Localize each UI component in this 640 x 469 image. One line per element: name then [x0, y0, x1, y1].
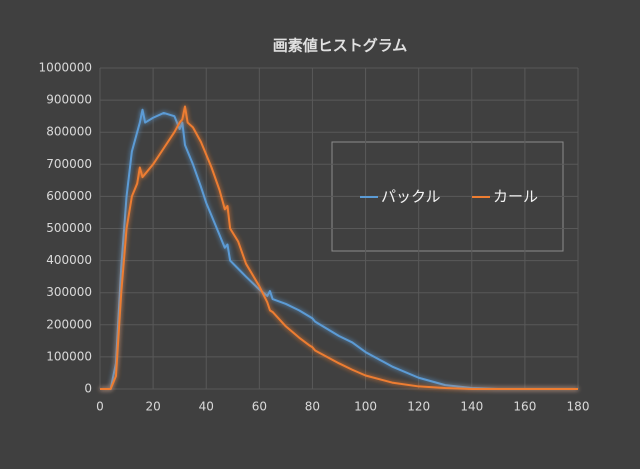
- x-tick-label: 80: [305, 400, 320, 414]
- y-tick-label: 800000: [46, 125, 92, 139]
- y-tick-label: 500000: [46, 221, 92, 235]
- chart-title: 画素値ヒストグラム: [273, 37, 408, 55]
- y-tick-label: 0: [84, 382, 92, 396]
- x-tick-label: 140: [460, 400, 483, 414]
- y-tick-label: 100000: [46, 349, 92, 363]
- x-tick-label: 160: [513, 400, 536, 414]
- y-tick-label: 700000: [46, 157, 92, 171]
- y-tick-label: 1000000: [39, 61, 92, 75]
- x-tick-label: 180: [567, 400, 590, 414]
- y-tick-label: 600000: [46, 189, 92, 203]
- x-tick-label: 60: [252, 400, 267, 414]
- x-tick-label: 0: [96, 400, 104, 414]
- x-tick-label: 100: [354, 400, 377, 414]
- x-tick-label: 40: [199, 400, 214, 414]
- legend-label: カール: [493, 188, 538, 206]
- legend-label: パックル: [381, 188, 441, 206]
- y-tick-label: 200000: [46, 317, 92, 331]
- y-tick-label: 400000: [46, 253, 92, 267]
- x-tick-label: 20: [145, 400, 160, 414]
- x-tick-label: 120: [407, 400, 430, 414]
- series-line: [100, 108, 578, 390]
- y-tick-label: 900000: [46, 93, 92, 107]
- series-line: [100, 105, 578, 390]
- y-tick-label: 300000: [46, 285, 92, 299]
